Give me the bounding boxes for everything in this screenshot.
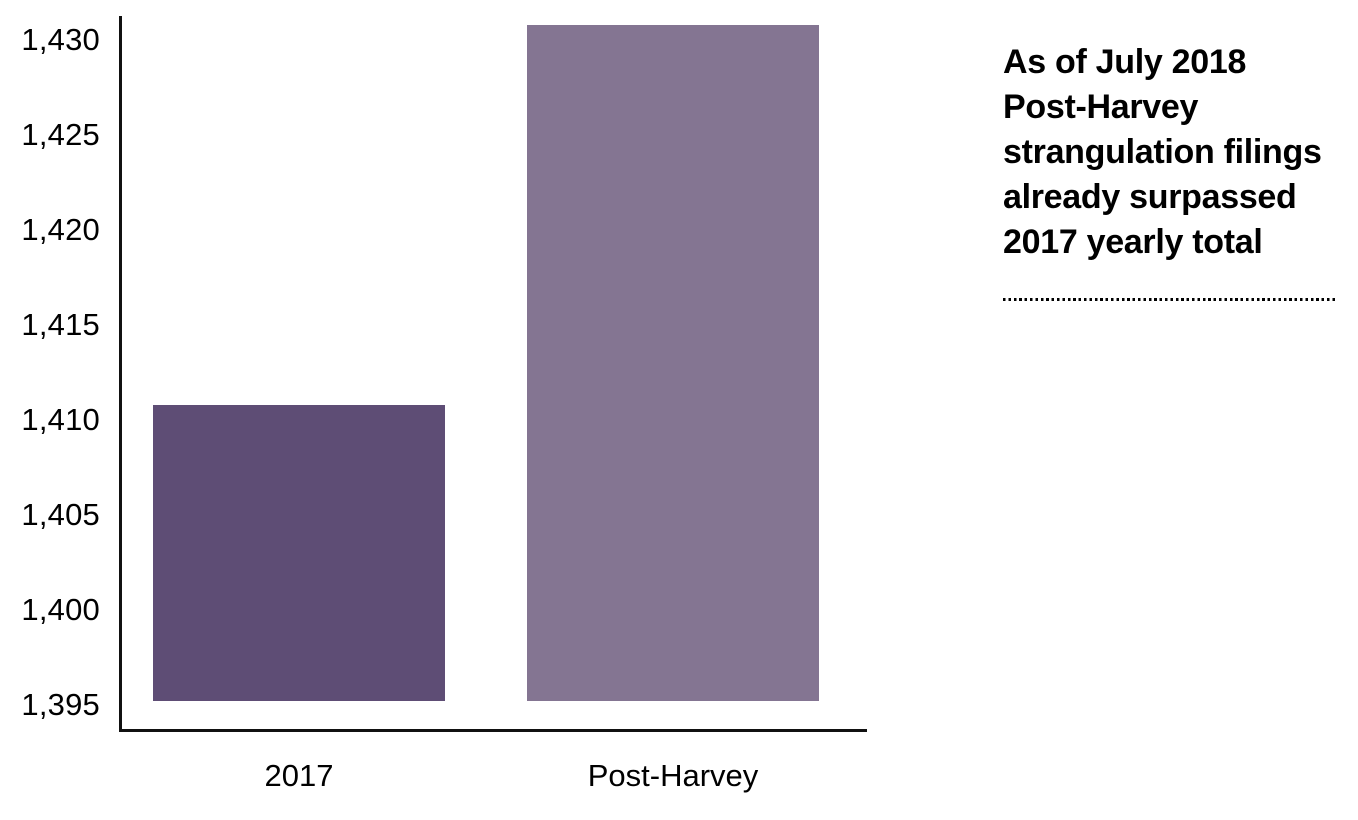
annotation-line: As of July 2018 [1003, 43, 1247, 81]
bar-post-harvey [527, 25, 819, 701]
bar-2017 [153, 405, 445, 701]
y-axis-tick-label: 1,405 [21, 497, 100, 532]
y-axis-tick-label: 1,420 [21, 212, 100, 247]
annotation-line: already surpassed [1003, 178, 1297, 216]
x-axis-line [119, 729, 867, 732]
y-axis-tick-label: 1,430 [21, 22, 100, 57]
dotted-separator-line [1003, 298, 1337, 301]
y-axis-tick-label: 1,410 [21, 402, 100, 437]
y-axis-line [119, 16, 122, 732]
y-axis-tick-label: 1,400 [21, 592, 100, 627]
y-axis-tick-label: 1,425 [21, 117, 100, 152]
y-axis-tick-label: 1,415 [21, 307, 100, 342]
annotation-line: Post-Harvey [1003, 88, 1199, 126]
annotation-line: 2017 yearly total [1003, 223, 1263, 261]
annotation-text: As of July 2018 Post-Harvey strangulatio… [1003, 40, 1353, 265]
x-axis-label-post-harvey: Post-Harvey [587, 758, 759, 793]
x-axis-label-2017: 2017 [264, 758, 334, 793]
y-axis-tick-label: 1,395 [21, 687, 100, 722]
annotation-line: strangulation filings [1003, 133, 1322, 171]
